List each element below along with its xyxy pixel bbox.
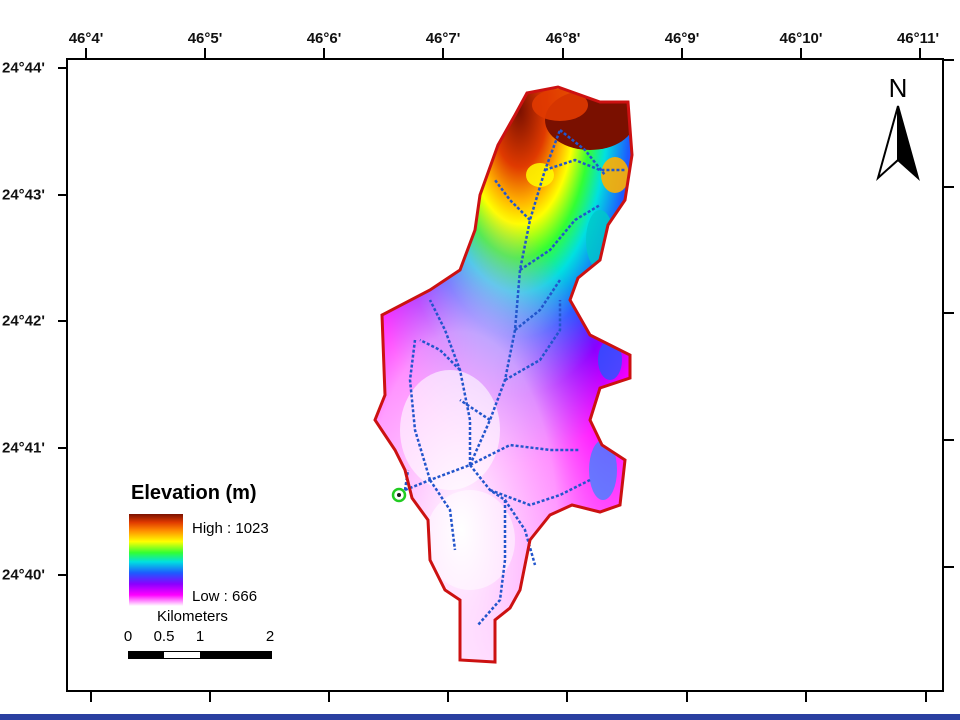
scale-tick-label: 0.5 xyxy=(153,628,175,645)
legend-title: Elevation (m) xyxy=(131,482,257,504)
scale-bar xyxy=(128,651,272,659)
scale-tick-label: 1 xyxy=(195,628,205,645)
longitude-label: 46°9' xyxy=(664,30,700,47)
longitude-label: 46°7' xyxy=(425,30,461,47)
longitude-label: 46°11' xyxy=(896,30,940,47)
longitude-label: 46°4' xyxy=(68,30,104,47)
latitude-label: 24°43' xyxy=(2,186,45,204)
scale-tick-label: 0 xyxy=(123,628,133,645)
latitude-label: 24°42' xyxy=(2,312,45,330)
longitude-label: 46°8' xyxy=(545,30,581,47)
outlet-point xyxy=(391,487,407,503)
legend-low-label: Low : 666 xyxy=(192,588,258,605)
north-label: N xyxy=(888,73,908,103)
latitude-label: 24°44' xyxy=(2,59,45,77)
legend-high-label: High : 1023 xyxy=(192,520,269,537)
elevation-color-ramp xyxy=(129,514,183,606)
stream-network xyxy=(403,129,625,626)
longitude-label: 46°6' xyxy=(306,30,342,47)
watershed-boundary xyxy=(373,85,634,664)
north-arrow: N xyxy=(872,74,924,187)
bottom-strip xyxy=(0,714,960,720)
longitude-label: 46°10' xyxy=(779,30,823,47)
north-arrow-icon xyxy=(876,105,920,182)
longitude-label: 46°5' xyxy=(187,30,223,47)
scale-unit-label: Kilometers xyxy=(157,608,228,625)
frame-ticks xyxy=(58,48,954,702)
scale-tick-label: 2 xyxy=(265,628,275,645)
latitude-label: 24°40' xyxy=(2,566,45,584)
latitude-label: 24°41' xyxy=(2,439,45,457)
